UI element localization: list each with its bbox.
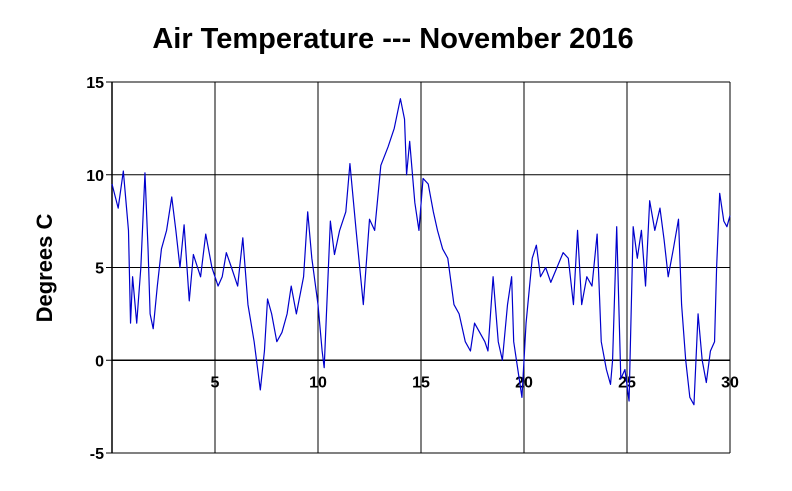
y-tick-label: 5	[95, 261, 104, 278]
temperature-line	[111, 98, 731, 406]
y-tick-label: -5	[90, 446, 104, 463]
chart-title: Air Temperature --- November 2016	[152, 23, 633, 55]
y-tick-label: 15	[86, 75, 104, 92]
x-tick-label: 10	[309, 374, 327, 391]
x-tick-label: 30	[721, 374, 739, 391]
y-tick-label: 10	[86, 168, 104, 185]
y-axis-label: Degrees C	[32, 213, 57, 322]
x-tick-label: 20	[515, 374, 533, 391]
x-tick-label: 15	[412, 374, 430, 391]
y-tick-label: 0	[95, 353, 104, 370]
x-tick-label: 5	[211, 374, 220, 391]
